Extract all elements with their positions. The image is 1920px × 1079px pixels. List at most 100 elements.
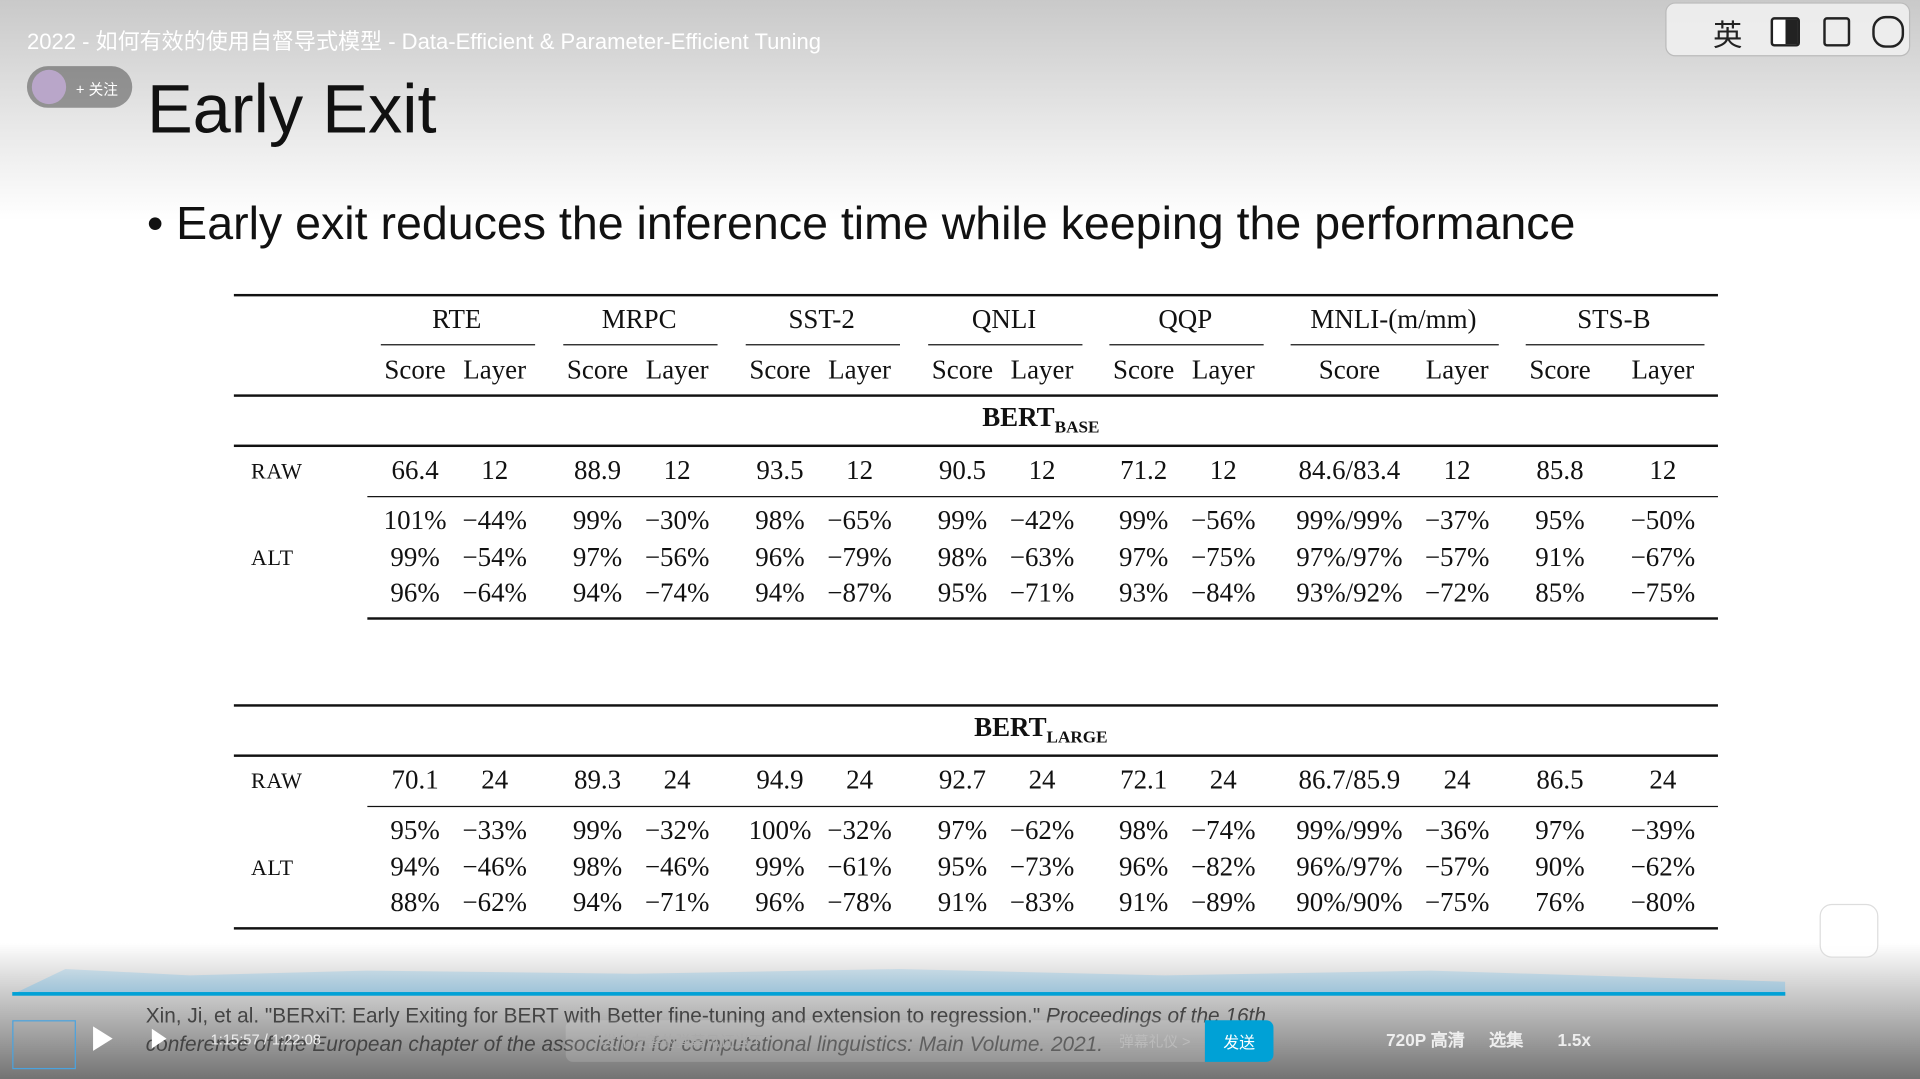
sub-header: Layer (1191, 353, 1255, 385)
sub-header: Score (1113, 353, 1175, 385)
toolbar: 英 (1665, 2, 1911, 57)
sub-header: Layer (828, 353, 891, 385)
send-label: 发送 (1223, 1033, 1256, 1052)
rule (928, 344, 1083, 346)
alt-cell: 97%/97% (1296, 540, 1403, 572)
alt-cell: 88% (390, 886, 440, 918)
video-title: 2022 - 如何有效的使用自督导式模型 - Data-Efficient & … (26, 29, 822, 54)
bullet-text: Early exit reduces the inference time wh… (176, 198, 1576, 250)
alt-cell: 90% (1535, 850, 1585, 882)
alt-cell: −46% (462, 850, 527, 882)
settings-icon[interactable] (1872, 15, 1905, 48)
rule (233, 444, 1718, 447)
alt-cell: −62% (1009, 814, 1075, 846)
alt-cell: 93%/92% (1296, 576, 1403, 608)
raw-cell: 12 (663, 454, 691, 485)
raw-cell: 12 (1443, 454, 1471, 485)
alt-cell: 95% (390, 814, 440, 846)
raw-cell: 24 (1209, 764, 1237, 795)
layout-icon[interactable] (1770, 17, 1801, 47)
task-header: SST-2 (788, 303, 855, 335)
citation-text: Xin, Ji, et al. "BERxiT: Early Exiting f… (145, 1004, 1041, 1028)
raw-cell: 84.6/83.4 (1298, 454, 1401, 485)
task-header: QQP (1158, 303, 1213, 335)
raw-cell: 24 (846, 764, 874, 795)
next-button[interactable] (151, 1028, 167, 1049)
raw-cell: 12 (846, 454, 874, 485)
rule (367, 496, 1718, 498)
alt-cell: 91% (937, 886, 988, 918)
note-icon[interactable] (1823, 17, 1851, 47)
danmaku-etiquette[interactable]: 弹幕礼仪 > (1119, 1033, 1191, 1051)
language-toggle[interactable]: 英 (1713, 19, 1743, 53)
time: 1:15:57 / 1:22:08 (210, 1031, 321, 1049)
slide-title: Early Exit (146, 69, 437, 147)
raw-cell: 86.7/85.9 (1298, 764, 1401, 795)
progress-bar[interactable] (12, 992, 1786, 996)
raw-cell: 70.1 (391, 764, 439, 795)
task-header: MNLI-(m/mm) (1310, 303, 1477, 335)
alt-cell: −65% (827, 504, 892, 536)
alt-cell: −46% (644, 850, 710, 882)
alt-cell: 94% (755, 576, 805, 608)
alt-cell: −74% (1190, 814, 1256, 846)
raw-cell: 89.3 (573, 764, 622, 795)
bottom-shade (0, 943, 1920, 1079)
raw-cell: 72.1 (1120, 764, 1168, 795)
raw-cell: 90.5 (938, 454, 987, 485)
alt-cell: −83% (1009, 886, 1075, 918)
follow-button[interactable]: + 关注 (75, 80, 118, 98)
play-button[interactable] (93, 1026, 113, 1051)
speed[interactable]: 1.5x (1557, 1030, 1591, 1050)
rule (233, 754, 1718, 757)
alt-cell: −62% (1630, 850, 1696, 882)
mini-button[interactable] (1819, 903, 1879, 958)
alt-cell: 76% (1535, 886, 1585, 918)
prev-button[interactable] (12, 1020, 76, 1070)
top-shade (0, 0, 1920, 221)
alt-cell: 99% (755, 850, 805, 882)
danmaku-input[interactable]: 发个友善的弹幕见证当下 弹幕礼仪 > (565, 1020, 1205, 1062)
alt-cell: 96% (755, 540, 805, 572)
send-button[interactable]: 发送 (1204, 1020, 1274, 1062)
episodes[interactable]: 选集 (1488, 1030, 1524, 1050)
quality[interactable]: 720P 高清 (1386, 1030, 1465, 1050)
sub-header: Score (384, 353, 446, 385)
alt-cell: −78% (827, 886, 892, 918)
follow-pill[interactable]: + 关注 (26, 66, 133, 108)
sub-header: Score (566, 353, 629, 385)
alt-cell: −75% (1424, 886, 1490, 918)
row-label: RAW (251, 458, 303, 484)
section-label: BERTLARGE (974, 711, 1107, 748)
task-header: MRPC (601, 303, 677, 335)
alt-cell: −84% (1190, 576, 1256, 608)
raw-cell: 12 (1028, 454, 1056, 485)
alt-cell: −82% (1190, 850, 1256, 882)
rule (233, 927, 1718, 930)
task-header: STS-B (1577, 303, 1651, 335)
alt-cell: 96% (1118, 850, 1169, 882)
alt-cell: 91% (1118, 886, 1169, 918)
alt-cell: −56% (1190, 504, 1256, 536)
alt-cell: −57% (1424, 850, 1490, 882)
alt-cell: −33% (462, 814, 527, 846)
rule (1109, 344, 1264, 346)
alt-cell: 98% (1118, 814, 1169, 846)
alt-cell: 85% (1535, 576, 1585, 608)
sub-header: Score (1318, 353, 1381, 385)
raw-cell: 24 (1028, 764, 1056, 795)
rule (233, 394, 1718, 397)
raw-cell: 12 (481, 454, 509, 485)
raw-cell: 66.4 (391, 454, 439, 485)
sub-header: Layer (1631, 353, 1695, 385)
model-name: BERT (982, 401, 1055, 433)
model-size: BASE (1054, 419, 1100, 438)
alt-cell: 100% (748, 814, 812, 846)
alt-cell: 98% (755, 504, 805, 536)
rule (1525, 344, 1705, 346)
alt-cell: 101% (383, 504, 447, 536)
rule (367, 617, 1718, 620)
alt-cell: 94% (572, 886, 623, 918)
